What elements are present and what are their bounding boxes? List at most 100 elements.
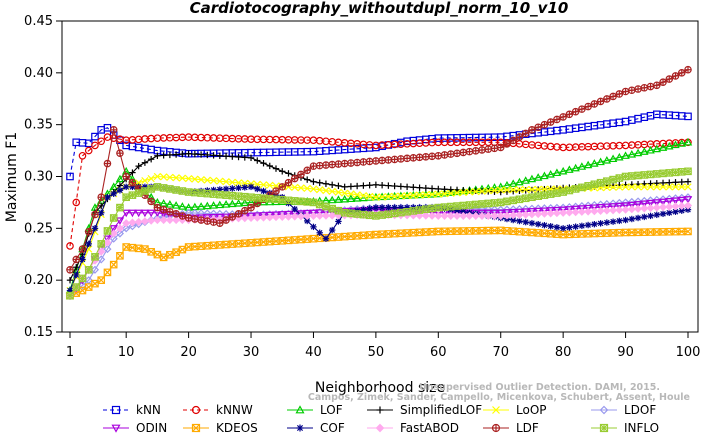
data-point	[259, 194, 268, 203]
data-point	[652, 81, 661, 90]
data-point	[521, 208, 530, 216]
data-point	[434, 151, 443, 160]
data-point	[490, 199, 499, 207]
data-point	[540, 120, 549, 129]
data-point	[73, 264, 80, 271]
data-point	[540, 209, 549, 218]
x-tick-label: 60	[430, 345, 447, 360]
data-point	[66, 172, 74, 181]
data-point	[677, 69, 686, 77]
data-point	[322, 202, 330, 211]
data-point	[191, 175, 199, 183]
data-point	[415, 211, 424, 220]
series-line	[69, 229, 689, 297]
data-point	[558, 206, 568, 215]
citation-line-2: Unsupervised Outlier Detection. DAMI, 20…	[419, 382, 660, 393]
data-point	[627, 149, 637, 158]
data-point	[415, 191, 424, 199]
data-point	[309, 211, 318, 220]
data-point	[397, 192, 405, 200]
data-point	[66, 276, 74, 284]
data-point	[415, 206, 424, 214]
data-point	[435, 185, 442, 193]
data-point	[441, 186, 448, 193]
x-tick-label: 90	[617, 345, 634, 360]
data-point	[521, 210, 530, 219]
data-point	[565, 206, 574, 214]
data-point	[652, 203, 661, 212]
data-point	[684, 167, 692, 176]
data-point	[340, 194, 349, 203]
x-tick-label: 70	[492, 345, 509, 360]
data-point	[634, 204, 643, 213]
data-point	[315, 211, 324, 220]
data-point	[166, 207, 174, 216]
data-point	[265, 213, 274, 222]
data-point	[184, 174, 193, 183]
data-point	[134, 217, 143, 226]
data-point	[128, 218, 137, 227]
data-point	[684, 178, 692, 185]
data-point	[671, 183, 680, 191]
series-markers	[66, 226, 692, 300]
legend-marker	[491, 423, 501, 433]
series-markers	[66, 167, 692, 300]
data-point	[259, 213, 268, 222]
data-point	[121, 209, 131, 218]
data-point	[328, 160, 336, 169]
data-point	[471, 200, 480, 209]
series-markers	[66, 133, 692, 250]
data-point	[584, 221, 592, 229]
data-point	[440, 190, 449, 198]
data-point	[677, 201, 686, 210]
data-point	[647, 180, 654, 187]
data-point	[497, 186, 505, 194]
data-point	[577, 207, 586, 216]
data-point	[521, 129, 530, 138]
data-point	[496, 209, 505, 218]
data-point	[254, 185, 261, 193]
data-point	[622, 216, 629, 224]
data-point	[484, 199, 493, 208]
data-point	[165, 215, 174, 225]
data-point	[228, 191, 237, 200]
data-point	[590, 159, 599, 167]
data-point	[303, 212, 312, 221]
data-point	[109, 126, 118, 134]
data-point	[390, 192, 399, 200]
data-point	[290, 197, 299, 205]
data-point	[516, 187, 523, 195]
data-point	[646, 145, 655, 154]
data-point	[353, 191, 361, 199]
data-point	[278, 196, 287, 204]
data-point	[609, 92, 617, 101]
data-point	[634, 171, 642, 180]
data-point	[665, 169, 674, 177]
data-point	[328, 211, 337, 220]
data-point	[559, 225, 567, 232]
data-point	[135, 162, 142, 170]
data-point	[178, 245, 187, 254]
data-point	[540, 229, 549, 238]
data-point	[154, 152, 161, 159]
data-point	[159, 205, 168, 214]
data-point	[621, 151, 630, 159]
data-point	[390, 155, 399, 164]
x-tick-label: 20	[180, 345, 197, 360]
data-point	[153, 172, 162, 181]
data-point	[341, 189, 349, 197]
data-point	[322, 235, 330, 242]
data-point	[272, 195, 280, 204]
data-point	[178, 187, 187, 195]
data-point	[147, 216, 156, 225]
data-point	[159, 215, 168, 225]
series-line	[69, 136, 689, 247]
data-point	[66, 291, 74, 300]
data-point	[534, 192, 542, 200]
data-point	[278, 212, 287, 221]
data-point	[652, 170, 661, 178]
data-point	[315, 200, 324, 209]
data-point	[297, 170, 305, 179]
data-point	[128, 191, 137, 199]
data-point	[97, 276, 106, 284]
